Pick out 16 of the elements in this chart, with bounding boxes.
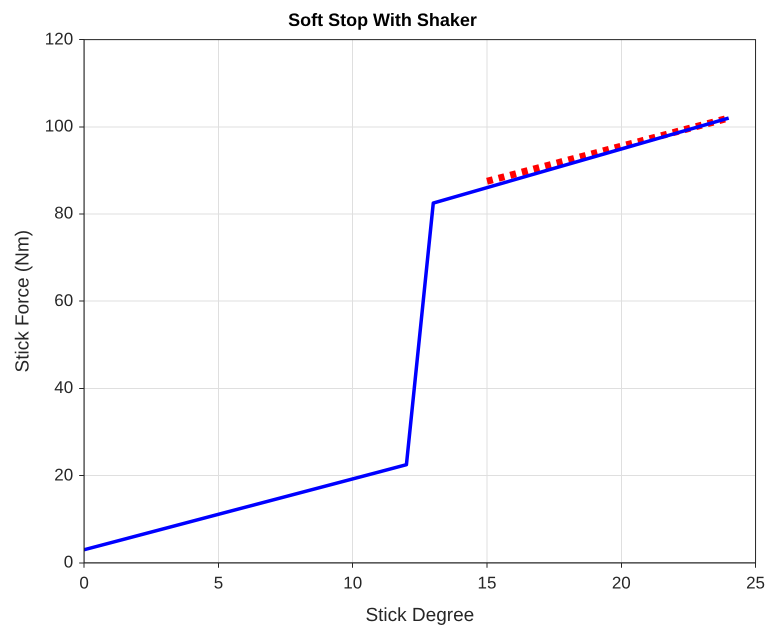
x-tick-label: 25 <box>746 574 766 593</box>
x-tick-label: 5 <box>214 574 224 593</box>
x-tick-label: 15 <box>478 574 496 593</box>
y-tick-label: 20 <box>54 465 74 484</box>
y-tick-label: 0 <box>64 552 74 572</box>
x-tick-label: 20 <box>612 574 631 593</box>
x-tick-label: 0 <box>79 574 89 593</box>
y-axis-title: Stick Force (Nm) <box>12 230 34 372</box>
x-axis-title: Stick Degree <box>365 604 474 626</box>
chart-title: Soft Stop With Shaker <box>288 10 477 30</box>
x-tick-label: 10 <box>343 574 362 593</box>
y-tick-label: 40 <box>54 378 74 398</box>
y-tick-label: 100 <box>44 116 74 136</box>
y-tick-label: 60 <box>54 290 74 310</box>
y-tick-label: 80 <box>54 204 74 223</box>
y-tick-label: 120 <box>44 29 74 48</box>
